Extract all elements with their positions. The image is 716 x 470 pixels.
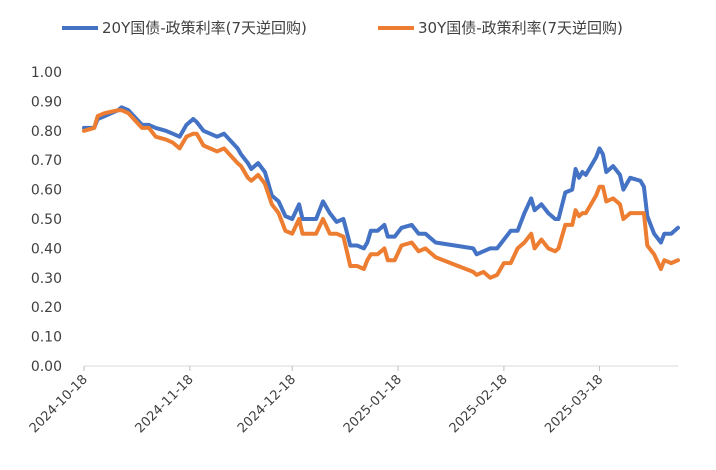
- y-tick-label: 0.90: [31, 94, 62, 110]
- y-tick-label: 1.00: [31, 65, 62, 81]
- x-tick-label: 2025-01-18: [341, 372, 405, 436]
- legend: 20Y国债-政策利率(7天逆回购) 30Y国债-政策利率(7天逆回购): [62, 19, 623, 37]
- x-tick-label: 2024-12-18: [235, 372, 299, 436]
- x-tick-label: 2025-02-18: [447, 372, 511, 436]
- y-tick-label: 0.30: [31, 271, 62, 287]
- x-tick-label: 2024-10-18: [27, 372, 91, 436]
- y-tick-label: 0.60: [31, 183, 62, 199]
- x-tick-label: 2025-03-18: [542, 372, 606, 436]
- y-tick-label: 0.70: [31, 153, 62, 169]
- y-tick-label: 0.40: [31, 241, 62, 257]
- y-tick-label: 0.00: [31, 359, 62, 375]
- legend-label-2: 30Y国债-政策利率(7天逆回购): [418, 19, 623, 37]
- legend-label-1: 20Y国债-政策利率(7天逆回购): [102, 19, 307, 37]
- series-line-1: [82, 105, 680, 257]
- y-axis-tick-labels: 0.00 0.10 0.20 0.30 0.40 0.50 0.60 0.70 0.80 0.90…: [31, 65, 62, 375]
- series-line-2: [82, 108, 680, 280]
- x-axis: 2024-10-18 2024-11-18 2024-12-18 2025-01-18…: [27, 365, 678, 436]
- y-tick-label: 0.50: [31, 212, 62, 228]
- y-tick-label: 0.20: [31, 300, 62, 316]
- series-layer: [82, 105, 680, 280]
- y-tick-label: 0.10: [31, 330, 62, 346]
- y-tick-label: 0.80: [31, 124, 62, 140]
- x-tick-label: 2024-11-18: [133, 372, 197, 436]
